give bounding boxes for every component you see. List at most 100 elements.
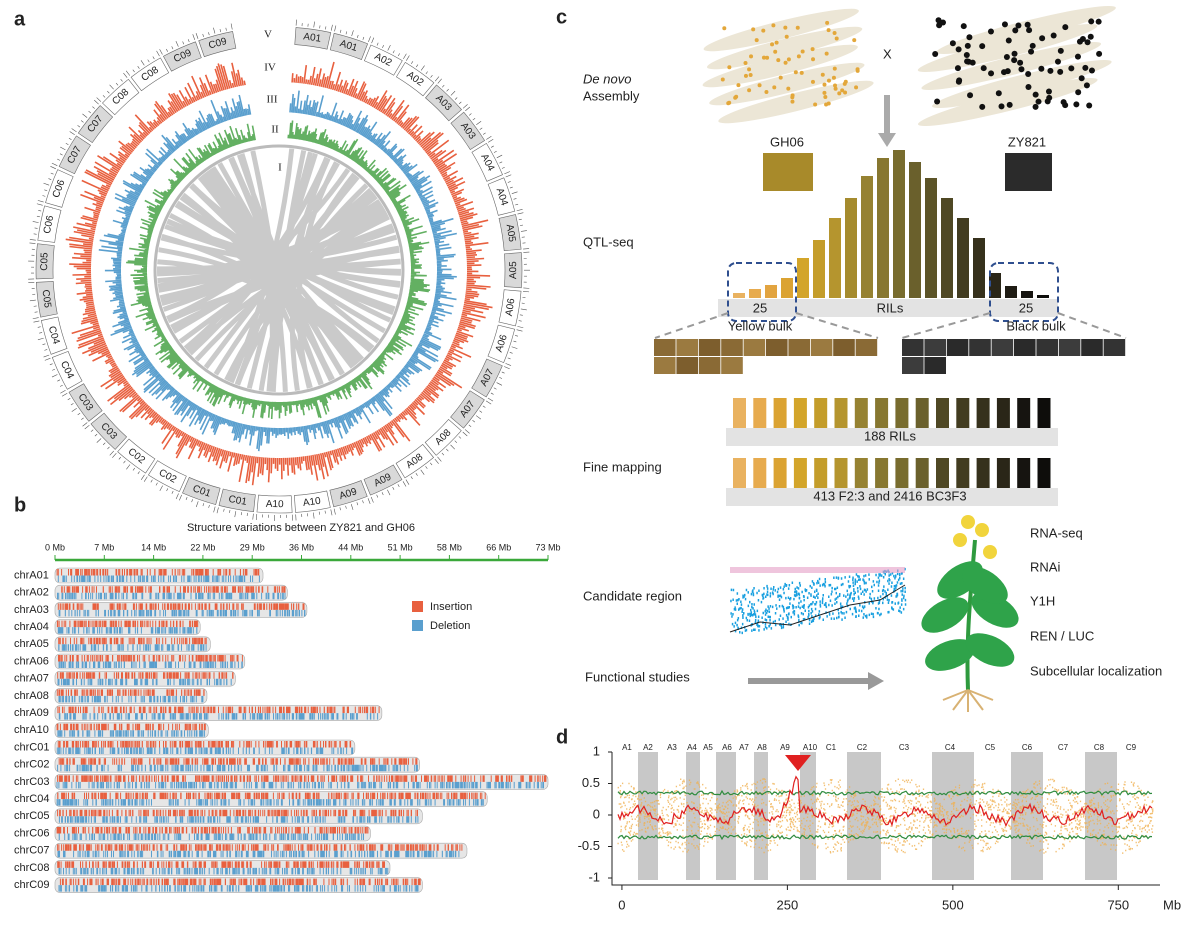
- ril-square: [875, 398, 889, 428]
- panel-label: d: [556, 726, 568, 748]
- label: 413 F2:3 and 2416 BC3F3: [813, 488, 966, 503]
- chromosome-label: A05: [504, 223, 518, 243]
- seed-dot: [949, 40, 956, 47]
- chromosome-name: chrA10: [14, 724, 49, 736]
- chromosome-name: chrA09: [14, 707, 49, 719]
- chromosome-box: [130, 57, 170, 92]
- ril-square: [895, 458, 909, 488]
- seed-dot: [765, 55, 770, 60]
- population-bar: [989, 273, 1001, 298]
- seed-dot: [810, 47, 815, 52]
- seed-dot: [1050, 32, 1057, 39]
- pod: [932, 59, 1112, 109]
- tick-ring: [437, 78, 468, 109]
- tick-ring: [216, 507, 254, 520]
- seed-dot: [790, 99, 795, 104]
- population-bar: [1021, 291, 1033, 298]
- seed-tile: [676, 357, 698, 374]
- x-tick-label: 14 Mb: [141, 542, 166, 552]
- ril-square: [936, 398, 949, 428]
- tick-ring: [295, 19, 333, 31]
- ril-square: [773, 458, 787, 488]
- ril-square: [936, 458, 949, 488]
- seed-dot: [963, 52, 970, 59]
- seed-dot: [824, 102, 829, 107]
- deletion-stripes: [58, 816, 419, 823]
- seed-dot: [748, 72, 753, 77]
- ril-square: [875, 458, 889, 488]
- ril-band: [718, 299, 1058, 317]
- seed-dot: [852, 38, 857, 43]
- chromosome-label: C05: [40, 289, 53, 309]
- chromosome-name: chrA01: [14, 569, 49, 581]
- tick-ring: [28, 242, 36, 280]
- deletion-stripes: [58, 644, 207, 651]
- seed-dot: [1015, 22, 1022, 29]
- seed-tile: [1058, 339, 1081, 356]
- seed-dot: [799, 70, 804, 75]
- ril-square: [793, 398, 807, 428]
- tick-ring: [112, 453, 145, 480]
- threshold-line: [617, 789, 1153, 796]
- seed-dot: [1073, 101, 1080, 108]
- label: Fine mapping: [583, 459, 662, 474]
- seed-dot: [1060, 99, 1067, 106]
- seed-dot: [776, 58, 781, 63]
- candidate-scatter: [730, 567, 907, 635]
- chromosome-label: A2: [643, 743, 653, 752]
- chromosome-label: C8: [1094, 743, 1105, 752]
- seed-dot: [964, 42, 971, 49]
- deletion-stripes: [58, 695, 204, 703]
- roots: [942, 689, 994, 712]
- tick-ring: [61, 392, 88, 427]
- seed-dot: [1025, 84, 1032, 91]
- insertion-stripes: [57, 603, 305, 610]
- insertion-stripes: [56, 569, 260, 576]
- synteny-links: [156, 148, 402, 392]
- chromosome-box: [498, 289, 522, 327]
- tick-ring: [44, 357, 66, 394]
- chromosome-box: [329, 32, 369, 60]
- tick-ring: [333, 498, 371, 515]
- seed-dot: [987, 28, 994, 35]
- seed-dot: [1005, 37, 1012, 44]
- chromosome-label: A10: [803, 743, 818, 752]
- x-tick-label: 58 Mb: [437, 542, 462, 552]
- seed-dot: [1032, 91, 1039, 98]
- population-bar: [797, 258, 809, 298]
- seed-dot: [722, 26, 727, 31]
- population-bar: [861, 176, 873, 298]
- deletion-stripes: [58, 833, 364, 840]
- chromosome-label: A09: [338, 486, 359, 502]
- tick-ring: [159, 34, 196, 55]
- chromosome-label: A5: [703, 743, 713, 752]
- insertion-stripes: [57, 861, 385, 868]
- seed-dot: [1057, 47, 1064, 54]
- ril-square: [976, 398, 990, 428]
- bulk-box: [727, 262, 797, 322]
- seed-dot: [793, 70, 798, 75]
- tick-ring: [487, 138, 510, 175]
- chromosome-label: A3: [667, 743, 677, 752]
- chromosome-label: A06: [494, 333, 510, 354]
- seed-tile: [1014, 339, 1036, 356]
- seed-tile: [969, 339, 991, 356]
- seed-dot: [837, 91, 842, 96]
- chromosome-box: [498, 214, 522, 252]
- seed-dot: [833, 86, 838, 91]
- seed-dot: [832, 30, 837, 35]
- seed-dot: [1017, 59, 1024, 66]
- link-ring: [153, 144, 405, 396]
- insertion-stripes: [58, 655, 243, 662]
- label: Functional studies: [585, 669, 690, 684]
- label: 25: [1019, 300, 1033, 315]
- chromosome-label: A10: [302, 496, 322, 509]
- method-label: RNA-seq: [1030, 525, 1083, 540]
- seed-tile: [902, 339, 924, 356]
- chromosome-label: A05: [508, 261, 519, 279]
- method-label: REN / LUC: [1030, 628, 1094, 643]
- seed-dot: [834, 36, 839, 41]
- panel-label: a: [14, 8, 26, 30]
- x-tick-label: 51 Mb: [388, 542, 413, 552]
- chromosome-label: A9: [780, 743, 790, 752]
